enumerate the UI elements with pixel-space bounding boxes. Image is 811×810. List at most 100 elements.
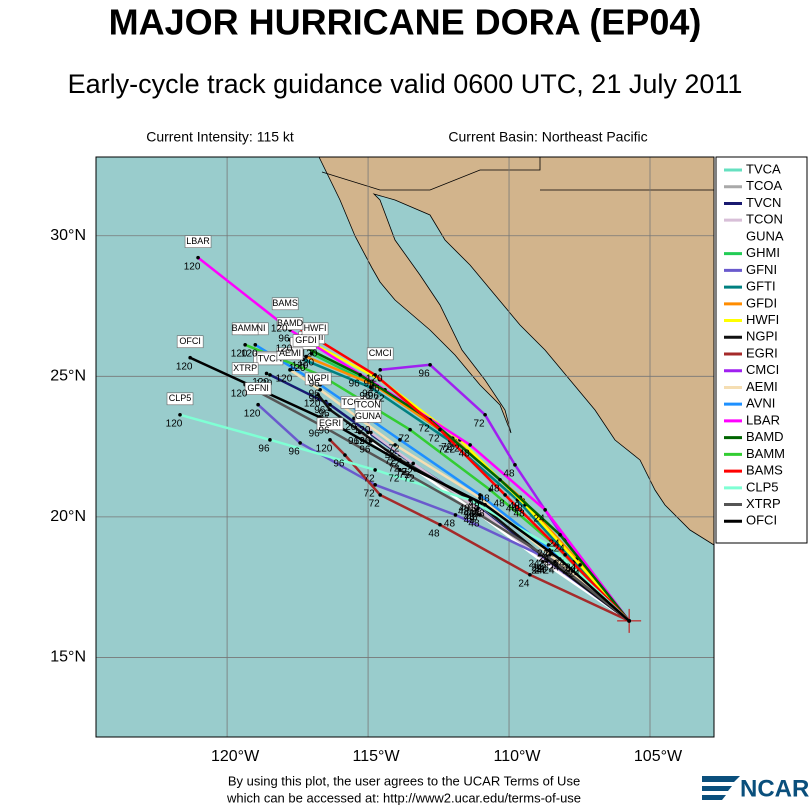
legend-label: TCOA: [746, 178, 782, 193]
track-point: [563, 553, 567, 557]
track-point: [358, 373, 362, 377]
current-intensity: Current Intensity: 115 kt: [146, 129, 294, 145]
track-name-box: [276, 317, 304, 331]
legend-label: CMCI: [746, 362, 779, 377]
track-point: [309, 352, 314, 356]
track-name: CMCI: [369, 348, 392, 358]
legend-label: GFDI: [746, 295, 777, 310]
track-name-box: [276, 347, 304, 361]
hour-label: 24: [536, 564, 548, 575]
hour-label: 72: [474, 418, 486, 429]
plot-frame: [95, 156, 715, 738]
hour-label: 48: [466, 512, 478, 523]
hour-label: 24: [548, 563, 560, 574]
track-point: [343, 453, 347, 457]
track-name-box: [316, 417, 344, 431]
track-name: TVCN: [258, 353, 283, 363]
legend-label: TVCA: [746, 161, 781, 176]
track-point: [557, 557, 562, 561]
hour-label: 72: [364, 474, 376, 485]
track-point: [373, 483, 377, 487]
hour-label: 72: [448, 443, 460, 454]
hour-label: 24: [549, 538, 561, 549]
track-point: [488, 488, 492, 492]
track-name: OFCI: [179, 336, 201, 346]
lon-tick-label: 110°W: [494, 748, 542, 765]
track-point: [256, 402, 260, 407]
track-point: [558, 533, 562, 537]
hour-label: 120: [366, 373, 383, 384]
track-name: LBAR: [186, 236, 210, 246]
lat-tick-label: 25°N: [50, 368, 86, 385]
track-name: GFDI: [295, 335, 317, 345]
track-point: [398, 468, 402, 472]
track-point: [393, 443, 397, 447]
track-point: [468, 443, 472, 447]
track-point: [438, 522, 442, 527]
hour-label: 120: [354, 436, 371, 447]
hour-label: 72: [369, 499, 381, 510]
track-name: AEMI: [279, 348, 301, 358]
hour-label: 72: [444, 445, 456, 456]
track-point: [328, 402, 332, 407]
track-point: [483, 413, 487, 417]
hour-label: 48: [468, 519, 480, 530]
track-point: [546, 543, 551, 547]
hour-label: 96: [359, 391, 371, 402]
track-name: BAMM: [232, 323, 259, 333]
hour-label: 72: [399, 470, 411, 481]
legend-label: GFNI: [746, 262, 777, 277]
hour-label: 48: [509, 501, 521, 512]
hour-label: 120: [166, 418, 183, 429]
hour-label: 120: [301, 348, 318, 359]
legend-label: CLP5: [746, 479, 779, 494]
hour-label: 120: [184, 261, 201, 272]
hour-label: 120: [271, 323, 288, 334]
current-position-dot: [627, 618, 632, 623]
track-point: [478, 493, 482, 497]
hour-label: 48: [468, 499, 480, 510]
hour-label: 24: [565, 563, 577, 574]
track-point: [476, 506, 480, 511]
hour-label: 72: [388, 474, 400, 485]
hour-label: 48: [494, 499, 506, 510]
hour-label: 120: [292, 360, 309, 371]
hour-label: 72: [402, 467, 414, 478]
hour-label: 96: [364, 379, 376, 390]
track-point: [318, 387, 322, 392]
track-name: BAMD: [277, 318, 304, 328]
track-point: [369, 385, 373, 390]
track-name-box: [231, 362, 259, 376]
hour-label: 96: [368, 391, 380, 402]
track-origin-segment: [559, 534, 631, 622]
track-point: [298, 441, 302, 445]
track-point: [411, 461, 415, 466]
hour-label: 72: [384, 449, 396, 460]
hour-label: 48: [459, 504, 471, 515]
legend-label: BAMS: [746, 463, 783, 478]
track-point: [366, 430, 370, 435]
hour-label: 120: [276, 343, 293, 354]
hour-label: 72: [441, 442, 453, 453]
track-point: [498, 477, 502, 482]
track-point: [328, 407, 332, 412]
track-name: HWFI: [304, 323, 327, 333]
track-name: BAMS: [272, 298, 298, 308]
hour-label: 48: [488, 483, 500, 494]
hour-label: 96: [309, 379, 321, 390]
track-name-box: [304, 372, 332, 386]
hour-label: 120: [297, 357, 314, 368]
hour-label: 96: [349, 379, 361, 390]
track-name: CLP5: [169, 393, 192, 403]
legend-label: TCON: [746, 212, 783, 227]
track-point: [398, 438, 402, 442]
hour-label: 120: [354, 425, 371, 436]
landmass: [318, 157, 714, 546]
hour-label: 96: [318, 425, 330, 436]
land: [318, 157, 714, 546]
hour-label: 96: [278, 334, 290, 345]
hour-label: 48: [479, 494, 491, 505]
hour-label: 24: [534, 513, 546, 524]
hour-label: 24: [538, 553, 550, 564]
